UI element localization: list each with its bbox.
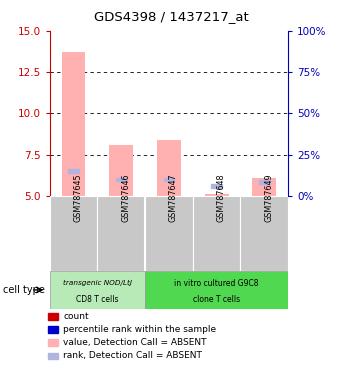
Bar	[109, 145, 133, 196]
Text: GDS4398 / 1437217_at: GDS4398 / 1437217_at	[94, 10, 249, 23]
Bar	[50, 271, 145, 309]
Text: GSM787648: GSM787648	[217, 174, 226, 222]
Text: percentile rank within the sample: percentile rank within the sample	[63, 325, 216, 334]
Text: GSM787645: GSM787645	[73, 174, 83, 222]
Text: transgenic NOD/LtJ: transgenic NOD/LtJ	[63, 280, 132, 286]
Bar	[50, 196, 97, 271]
Text: GSM787647: GSM787647	[169, 174, 178, 222]
Text: GSM787649: GSM787649	[264, 174, 273, 222]
Bar	[240, 196, 288, 271]
Text: in vitro cultured G9C8: in vitro cultured G9C8	[174, 278, 259, 288]
Bar	[116, 177, 127, 181]
Bar	[145, 196, 193, 271]
Bar	[145, 271, 288, 309]
Text: count: count	[63, 312, 89, 321]
Bar	[68, 169, 79, 173]
Bar	[157, 140, 181, 196]
Bar	[211, 184, 222, 188]
Text: cell type: cell type	[3, 285, 45, 295]
Bar	[252, 178, 276, 196]
Bar	[164, 177, 174, 181]
Bar	[193, 196, 240, 271]
Text: rank, Detection Call = ABSENT: rank, Detection Call = ABSENT	[63, 351, 202, 361]
Bar	[97, 196, 145, 271]
Bar	[259, 180, 270, 184]
Text: value, Detection Call = ABSENT: value, Detection Call = ABSENT	[63, 338, 207, 348]
Bar	[205, 194, 228, 196]
Bar	[62, 52, 85, 196]
Text: GSM787646: GSM787646	[121, 174, 130, 222]
Text: CD8 T cells: CD8 T cells	[76, 295, 119, 304]
Text: clone T cells: clone T cells	[193, 295, 240, 304]
